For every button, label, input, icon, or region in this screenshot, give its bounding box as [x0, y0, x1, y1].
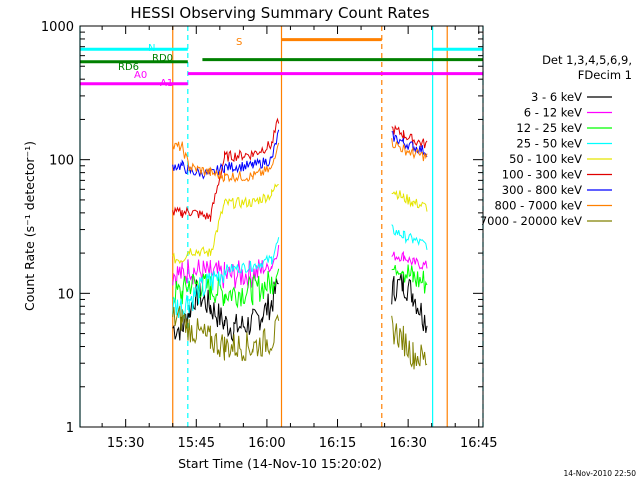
legend-header-line-2: FDecim 1	[578, 68, 632, 82]
chart-title: HESSI Observing Summary Count Rates	[130, 4, 429, 22]
y-tick-label: 100	[49, 154, 74, 169]
legend-header-line-1: Det 1,3,4,5,6,9,	[542, 53, 632, 67]
legend-entry-label: 800 - 7000 keV	[494, 199, 582, 213]
flag-label-a0: A0	[134, 70, 147, 81]
series-line-7-1	[391, 138, 428, 162]
series-line-6-1	[391, 131, 428, 158]
plot-frame	[79, 25, 484, 428]
legend-entry-label: 50 - 100 keV	[509, 152, 582, 166]
series-line-1-1	[391, 250, 428, 270]
legend-entry-label: 25 - 50 keV	[516, 137, 582, 151]
flag-label-rd0: RD0	[152, 53, 173, 64]
flag-label-rd6: RD6	[118, 62, 139, 73]
flag-label-a1: A1	[160, 78, 173, 89]
x-tick-label: 16:30	[389, 436, 426, 451]
series-line-4-0	[172, 183, 279, 265]
legend-entry-label: 12 - 25 keV	[516, 121, 582, 135]
series-line-8-1	[391, 315, 428, 370]
series-line-0-0	[172, 278, 279, 343]
series-line-2-0	[172, 268, 280, 309]
series-line-7-0	[172, 141, 280, 183]
series-line-5-1	[391, 124, 428, 149]
footer-timestamp: 14-Nov-2010 22:50	[564, 469, 637, 478]
x-tick-label: 16:00	[248, 436, 285, 451]
series-line-2-1	[391, 264, 428, 294]
series-line-5-0	[172, 117, 280, 222]
flag-label-n: N	[148, 43, 155, 54]
x-tick-label: 15:30	[107, 436, 144, 451]
x-axis-label: Start Time (14-Nov-10 15:20:02)	[178, 456, 382, 471]
y-tick-label: 1	[66, 421, 74, 436]
series-line-0-1	[391, 272, 428, 333]
series-line-3-0	[172, 237, 280, 320]
legend-entry-label: 3 - 6 keV	[531, 90, 582, 104]
x-tick-label: 16:15	[319, 436, 356, 451]
flag-label-s: S	[236, 37, 242, 48]
y-tick-label: 10	[57, 287, 74, 302]
legend-entry-label: 300 - 800 keV	[502, 183, 582, 197]
y-axis-label: Count Rate (s⁻¹ detector⁻¹)	[22, 141, 37, 311]
series-line-3-1	[391, 224, 428, 250]
legend-entry-label: 6 - 12 keV	[524, 106, 582, 120]
series-line-4-1	[391, 190, 428, 212]
x-tick-label: 15:45	[178, 436, 215, 451]
x-tick-label: 16:45	[460, 436, 497, 451]
legend-entry-label: 7000 - 20000 keV	[480, 214, 582, 228]
y-tick-label: 1000	[41, 20, 74, 35]
legend-entry-label: 100 - 300 keV	[502, 168, 582, 182]
series-line-8-0	[172, 305, 280, 362]
